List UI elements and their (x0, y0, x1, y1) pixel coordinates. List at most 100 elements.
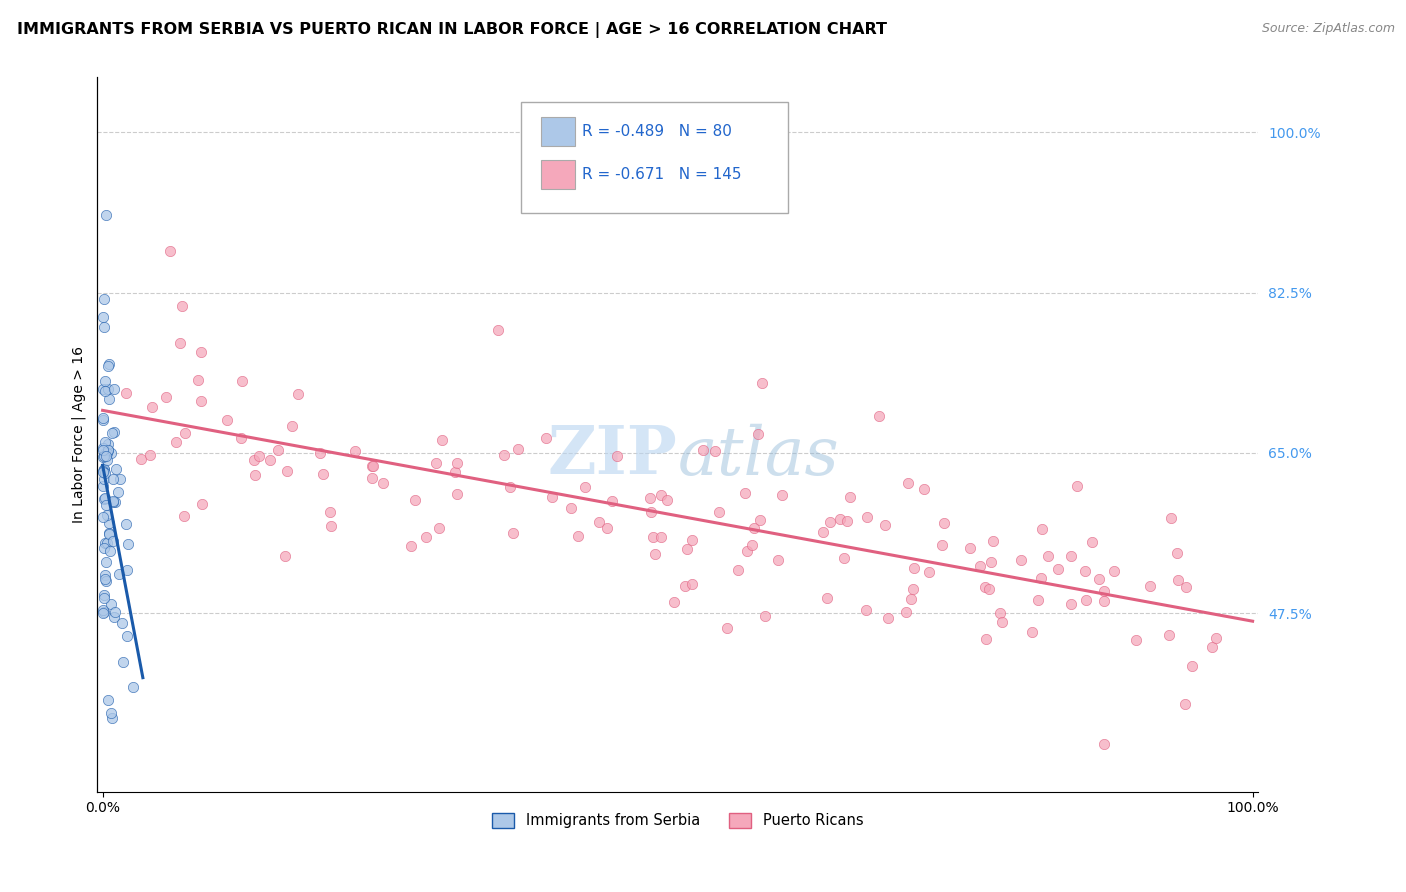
Point (716, 621, 738, 635)
Point (703, 443, 725, 458)
Point (121, 681, 143, 695)
Point (319, 505, 342, 519)
Point (97, 443, 120, 458)
Point (855, 603, 877, 617)
Point (139, 448, 162, 462)
Point (94, 466, 117, 480)
Point (103, 610, 125, 624)
Point (276, 464, 298, 478)
Point (111, 615, 134, 630)
Point (662, 595, 685, 609)
Point (104, 495, 127, 509)
Point (93, 450, 115, 464)
Point (101, 711, 124, 725)
Text: R = -0.671   N = 145: R = -0.671 N = 145 (582, 167, 742, 182)
FancyBboxPatch shape (540, 161, 575, 189)
Point (100, 597, 122, 611)
Point (811, 524, 834, 539)
Point (97, 392, 120, 406)
Point (1074, 565, 1097, 579)
Point (129, 451, 152, 466)
Point (96, 536, 118, 550)
Point (91, 465, 114, 479)
Point (96, 508, 118, 523)
Point (93, 606, 115, 620)
Point (97, 525, 120, 540)
Point (165, 434, 187, 449)
Point (91, 603, 114, 617)
Point (96, 446, 118, 460)
Point (361, 471, 384, 485)
Point (541, 490, 564, 504)
Point (1029, 571, 1052, 585)
Legend: Immigrants from Serbia, Puerto Ricans: Immigrants from Serbia, Puerto Ricans (486, 807, 869, 834)
Point (141, 400, 163, 414)
Point (231, 431, 253, 445)
Point (974, 580, 997, 594)
Point (93, 382, 115, 396)
Point (259, 453, 281, 467)
Point (1125, 632, 1147, 647)
Point (959, 541, 981, 555)
Point (101, 533, 124, 548)
Point (754, 608, 776, 623)
Point (94, 374, 117, 388)
Point (903, 561, 925, 575)
Point (170, 299, 193, 313)
Point (735, 544, 758, 558)
Point (820, 515, 842, 529)
Point (91, 450, 114, 464)
Point (506, 442, 529, 457)
Point (1021, 625, 1043, 640)
Point (94, 446, 117, 460)
Y-axis label: In Labor Force | Age > 16: In Labor Force | Age > 16 (72, 346, 86, 523)
Point (1092, 583, 1115, 598)
Point (446, 456, 468, 470)
Point (93, 605, 115, 619)
Point (832, 550, 855, 565)
Point (173, 508, 195, 523)
Point (1060, 597, 1083, 611)
Point (675, 542, 697, 557)
Point (748, 513, 770, 527)
Point (912, 482, 935, 496)
Point (93, 541, 115, 556)
Point (91, 442, 114, 456)
Point (108, 566, 131, 581)
Point (187, 373, 209, 387)
Point (312, 467, 335, 481)
Point (107, 485, 129, 500)
Point (287, 387, 309, 401)
Point (1167, 573, 1189, 587)
Point (115, 629, 138, 643)
Point (217, 413, 239, 427)
Point (977, 582, 1000, 597)
Point (97, 443, 120, 458)
Point (675, 579, 697, 593)
Point (404, 492, 426, 507)
Point (446, 486, 468, 500)
Point (93, 319, 115, 334)
Point (588, 516, 610, 530)
Point (94, 555, 117, 569)
Point (868, 409, 890, 423)
Point (344, 443, 367, 458)
Point (990, 607, 1012, 621)
Point (875, 518, 897, 533)
Point (94, 208, 117, 222)
Point (115, 564, 138, 578)
Point (104, 606, 127, 620)
Point (91, 410, 114, 425)
Point (103, 382, 125, 396)
Point (815, 591, 838, 605)
Point (1174, 580, 1197, 594)
Point (98, 358, 121, 372)
Point (112, 655, 135, 669)
FancyBboxPatch shape (540, 118, 575, 146)
Point (100, 706, 122, 721)
Point (190, 345, 212, 359)
Point (247, 449, 270, 463)
Point (1088, 573, 1111, 587)
Point (360, 459, 382, 474)
Point (768, 552, 790, 566)
